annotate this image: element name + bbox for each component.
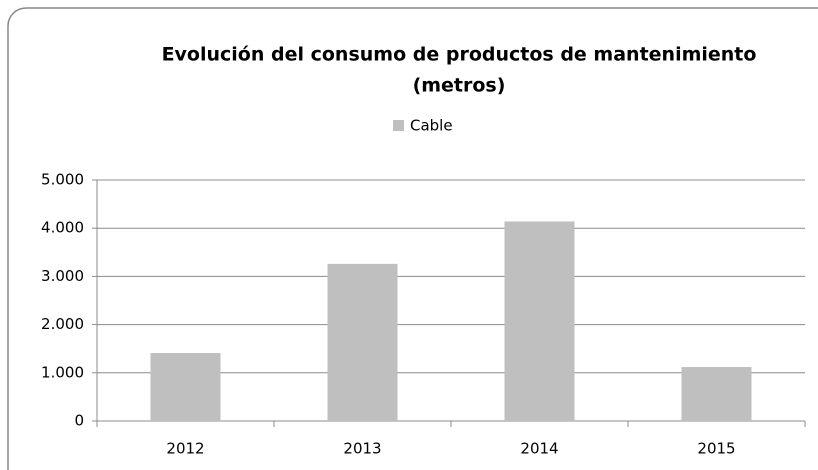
y-tick-label: 1.000	[41, 363, 84, 381]
y-tick-label: 3.000	[41, 267, 84, 285]
y-tick-label: 0	[74, 412, 84, 430]
legend-label: Cable	[410, 117, 453, 135]
bar	[504, 221, 575, 421]
chart-title: Evolución del consumo de productos de ma…	[162, 44, 757, 66]
chart-title: (metros)	[413, 75, 506, 97]
bar	[150, 353, 221, 421]
legend-swatch	[393, 120, 404, 131]
x-tick-label: 2013	[343, 440, 381, 458]
y-tick-label: 2.000	[41, 315, 84, 333]
y-tick-label: 4.000	[41, 219, 84, 237]
x-tick-label: 2015	[697, 440, 735, 458]
bar	[327, 263, 398, 421]
x-tick-label: 2012	[166, 440, 204, 458]
x-tick-label: 2014	[520, 440, 558, 458]
y-tick-label: 5.000	[41, 171, 84, 189]
bar	[681, 367, 752, 421]
